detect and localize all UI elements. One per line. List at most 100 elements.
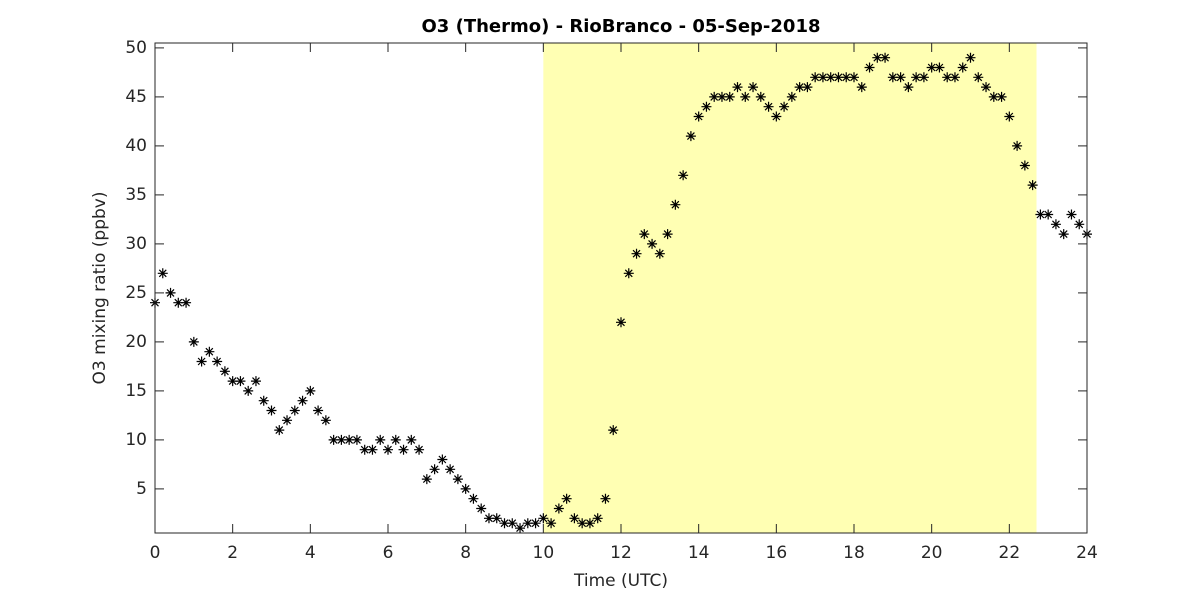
point xyxy=(973,72,984,83)
point xyxy=(794,82,805,93)
point xyxy=(724,91,735,102)
y-tick-label: 30 xyxy=(125,234,147,254)
point xyxy=(196,356,207,367)
point xyxy=(406,434,417,445)
point xyxy=(320,415,331,426)
y-tick-label: 45 xyxy=(125,87,147,107)
point xyxy=(841,72,852,83)
point xyxy=(685,131,696,142)
point xyxy=(786,91,797,102)
x-tick-label: 18 xyxy=(843,543,865,563)
y-tick-label: 40 xyxy=(125,136,147,156)
point xyxy=(569,513,580,524)
y-tick-label: 35 xyxy=(125,185,147,205)
point xyxy=(732,82,743,93)
point xyxy=(662,229,673,240)
point xyxy=(181,297,192,308)
x-tick-label: 22 xyxy=(999,543,1021,563)
point xyxy=(561,493,572,504)
point xyxy=(250,376,261,387)
point xyxy=(1066,209,1077,220)
point xyxy=(903,82,914,93)
point xyxy=(942,72,953,83)
point xyxy=(748,82,759,93)
point xyxy=(351,434,362,445)
point xyxy=(173,297,184,308)
point xyxy=(328,434,339,445)
x-tick-label: 16 xyxy=(766,543,788,563)
point xyxy=(996,91,1007,102)
point xyxy=(817,72,828,83)
point xyxy=(716,91,727,102)
point xyxy=(631,248,642,259)
point xyxy=(849,72,859,83)
point xyxy=(491,513,502,524)
y-axis-label: O3 mixing ratio (ppbv) xyxy=(90,192,110,385)
point xyxy=(344,434,355,445)
point xyxy=(157,268,168,279)
point xyxy=(608,425,619,436)
point xyxy=(219,366,230,377)
x-tick-label: 0 xyxy=(150,543,161,563)
point xyxy=(452,474,463,485)
point xyxy=(693,111,704,122)
point xyxy=(460,483,471,494)
x-axis-label: Time (UTC) xyxy=(573,571,668,591)
point xyxy=(934,62,945,73)
point xyxy=(825,72,836,83)
x-tick-label: 8 xyxy=(460,543,471,563)
point xyxy=(282,415,293,426)
point xyxy=(165,287,176,298)
point xyxy=(810,72,821,83)
point xyxy=(872,52,883,63)
point xyxy=(918,72,929,83)
point xyxy=(887,72,898,83)
point xyxy=(678,170,689,181)
x-tick-label: 24 xyxy=(1076,543,1098,563)
point xyxy=(701,101,712,112)
x-tick-label: 6 xyxy=(383,543,394,563)
point xyxy=(522,518,533,529)
point xyxy=(1019,160,1030,171)
point xyxy=(639,229,650,240)
point xyxy=(414,444,425,455)
point xyxy=(911,72,922,83)
point xyxy=(188,336,199,347)
point xyxy=(476,503,487,514)
point xyxy=(755,91,766,102)
point xyxy=(709,91,720,102)
x-tick-label: 4 xyxy=(305,543,316,563)
point xyxy=(274,425,285,436)
point xyxy=(965,52,976,63)
point xyxy=(289,405,300,416)
point xyxy=(1074,219,1085,230)
point xyxy=(421,474,432,485)
point xyxy=(623,268,634,279)
y-tick-label: 5 xyxy=(136,479,147,499)
point xyxy=(375,434,386,445)
point xyxy=(981,82,992,93)
point xyxy=(988,91,999,102)
point xyxy=(1012,140,1023,151)
point xyxy=(499,518,510,529)
shaded-span xyxy=(543,43,1037,533)
point xyxy=(398,444,409,455)
point xyxy=(212,356,223,367)
point xyxy=(957,62,968,73)
x-tick-label: 20 xyxy=(921,543,943,563)
point xyxy=(592,513,603,524)
point xyxy=(546,518,557,529)
point xyxy=(336,434,347,445)
point xyxy=(647,238,658,249)
point xyxy=(445,464,456,475)
point xyxy=(227,376,238,387)
point xyxy=(553,503,564,514)
x-tick-label: 14 xyxy=(688,543,710,563)
point xyxy=(895,72,906,83)
point xyxy=(313,405,324,416)
point xyxy=(483,513,494,524)
point xyxy=(771,111,782,122)
point xyxy=(600,493,611,504)
point xyxy=(740,91,751,102)
y-tick-label: 15 xyxy=(125,381,147,401)
